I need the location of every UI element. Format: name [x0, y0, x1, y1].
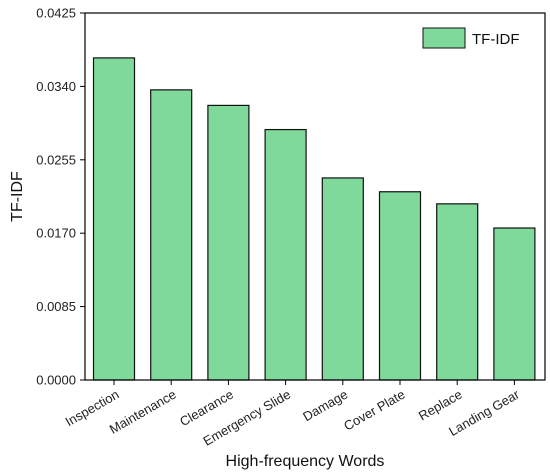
- y-axis-title: TF-IDF: [9, 171, 26, 222]
- legend-label: TF-IDF: [472, 31, 519, 48]
- y-tick-label: 0.0000: [36, 373, 76, 388]
- legend-swatch: [422, 27, 466, 49]
- plot-frame: [84, 12, 546, 381]
- x-tick-label: Cover Plate: [341, 387, 407, 434]
- bar-landing-gear: [493, 227, 536, 381]
- legend: TF-IDF: [422, 27, 519, 49]
- y-tick-label: 0.0170: [36, 226, 76, 241]
- y-tick-label: 0.0425: [36, 6, 76, 21]
- bar-emergency-slide: [264, 128, 307, 381]
- bar-replace: [436, 203, 479, 381]
- bar-inspection: [92, 57, 136, 381]
- y-axis-ticks: 0.0000 0.0085 0.0170 0.0255 0.0340 0.0425: [36, 6, 85, 388]
- bars-group: [92, 57, 536, 381]
- y-tick-label: 0.0085: [36, 299, 76, 314]
- x-axis-title: High-frequency Words: [226, 453, 385, 470]
- y-tick-label: 0.0340: [36, 79, 76, 94]
- x-tick-label: Replace: [416, 387, 465, 424]
- bar-damage: [321, 177, 364, 381]
- bar-cover-plate: [378, 191, 422, 381]
- bar-maintenance: [150, 89, 193, 381]
- bar-clearance: [207, 104, 250, 381]
- x-axis-ticks: InspectionMaintenanceClearanceEmergency …: [63, 380, 522, 449]
- y-tick-label: 0.0255: [36, 152, 76, 167]
